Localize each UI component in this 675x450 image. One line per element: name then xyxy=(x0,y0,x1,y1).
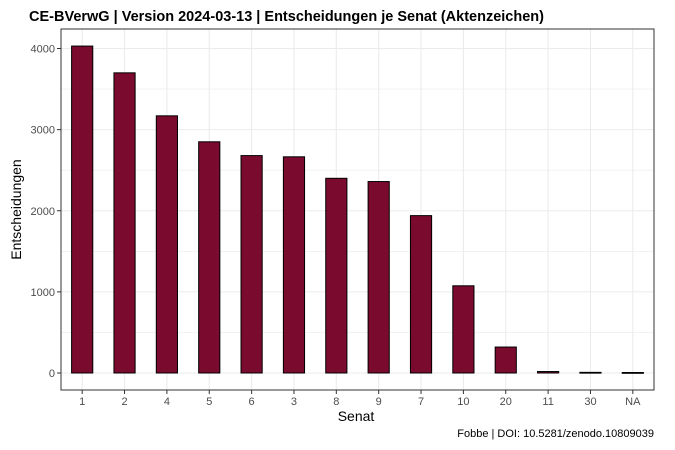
y-tick-label: 0 xyxy=(49,368,55,380)
x-tick-label: 7 xyxy=(418,396,424,408)
x-tick-label: 9 xyxy=(376,396,382,408)
x-tick-label: 3 xyxy=(291,396,297,408)
bar-1 xyxy=(71,45,94,374)
y-tick-label: 2000 xyxy=(31,206,55,218)
bar-9 xyxy=(367,181,390,374)
bar-10 xyxy=(452,285,475,374)
y-tick-label: 1000 xyxy=(31,287,55,299)
bar-NA xyxy=(621,372,644,374)
x-tick-label: 20 xyxy=(500,396,512,408)
y-tick-label: 3000 xyxy=(31,125,55,137)
bar-6 xyxy=(240,155,263,374)
x-tick-label: 2 xyxy=(121,396,127,408)
bar-7 xyxy=(409,215,433,374)
x-tick-label: 1 xyxy=(79,396,85,408)
y-tick-label: 4000 xyxy=(31,44,55,56)
bar-5 xyxy=(198,141,221,374)
bar-30 xyxy=(579,371,602,374)
x-axis-label: Senat xyxy=(338,408,375,424)
bar-8 xyxy=(325,177,348,374)
caption: Fobbe | DOI: 10.5281/zenodo.10809039 xyxy=(457,428,654,440)
x-tick-label: 5 xyxy=(206,396,212,408)
bar-11 xyxy=(537,371,560,374)
x-tick-label: 6 xyxy=(249,396,255,408)
y-axis: 0 1000 2000 3000 4000 xyxy=(31,44,61,380)
x-tick-label: 10 xyxy=(457,396,469,408)
x-tick-label: 30 xyxy=(584,396,596,408)
x-tick-label: 11 xyxy=(542,396,553,408)
bar-2 xyxy=(113,72,136,374)
bar-3 xyxy=(282,156,306,374)
bars xyxy=(71,45,644,374)
grid xyxy=(61,29,654,390)
y-axis-label: Entscheidungen xyxy=(8,159,24,259)
x-axis: 1 2 4 5 6 3 8 9 7 10 20 11 30 NA xyxy=(79,390,641,408)
panel-border xyxy=(60,28,655,391)
x-tick-label: 4 xyxy=(164,396,170,408)
x-tick-label: 8 xyxy=(333,396,339,408)
bar-4 xyxy=(155,115,178,374)
chart-title: CE-BVerwG | Version 2024-03-13 | Entsche… xyxy=(29,9,544,25)
bar-20 xyxy=(494,346,517,374)
x-tick-label: NA xyxy=(625,396,641,408)
